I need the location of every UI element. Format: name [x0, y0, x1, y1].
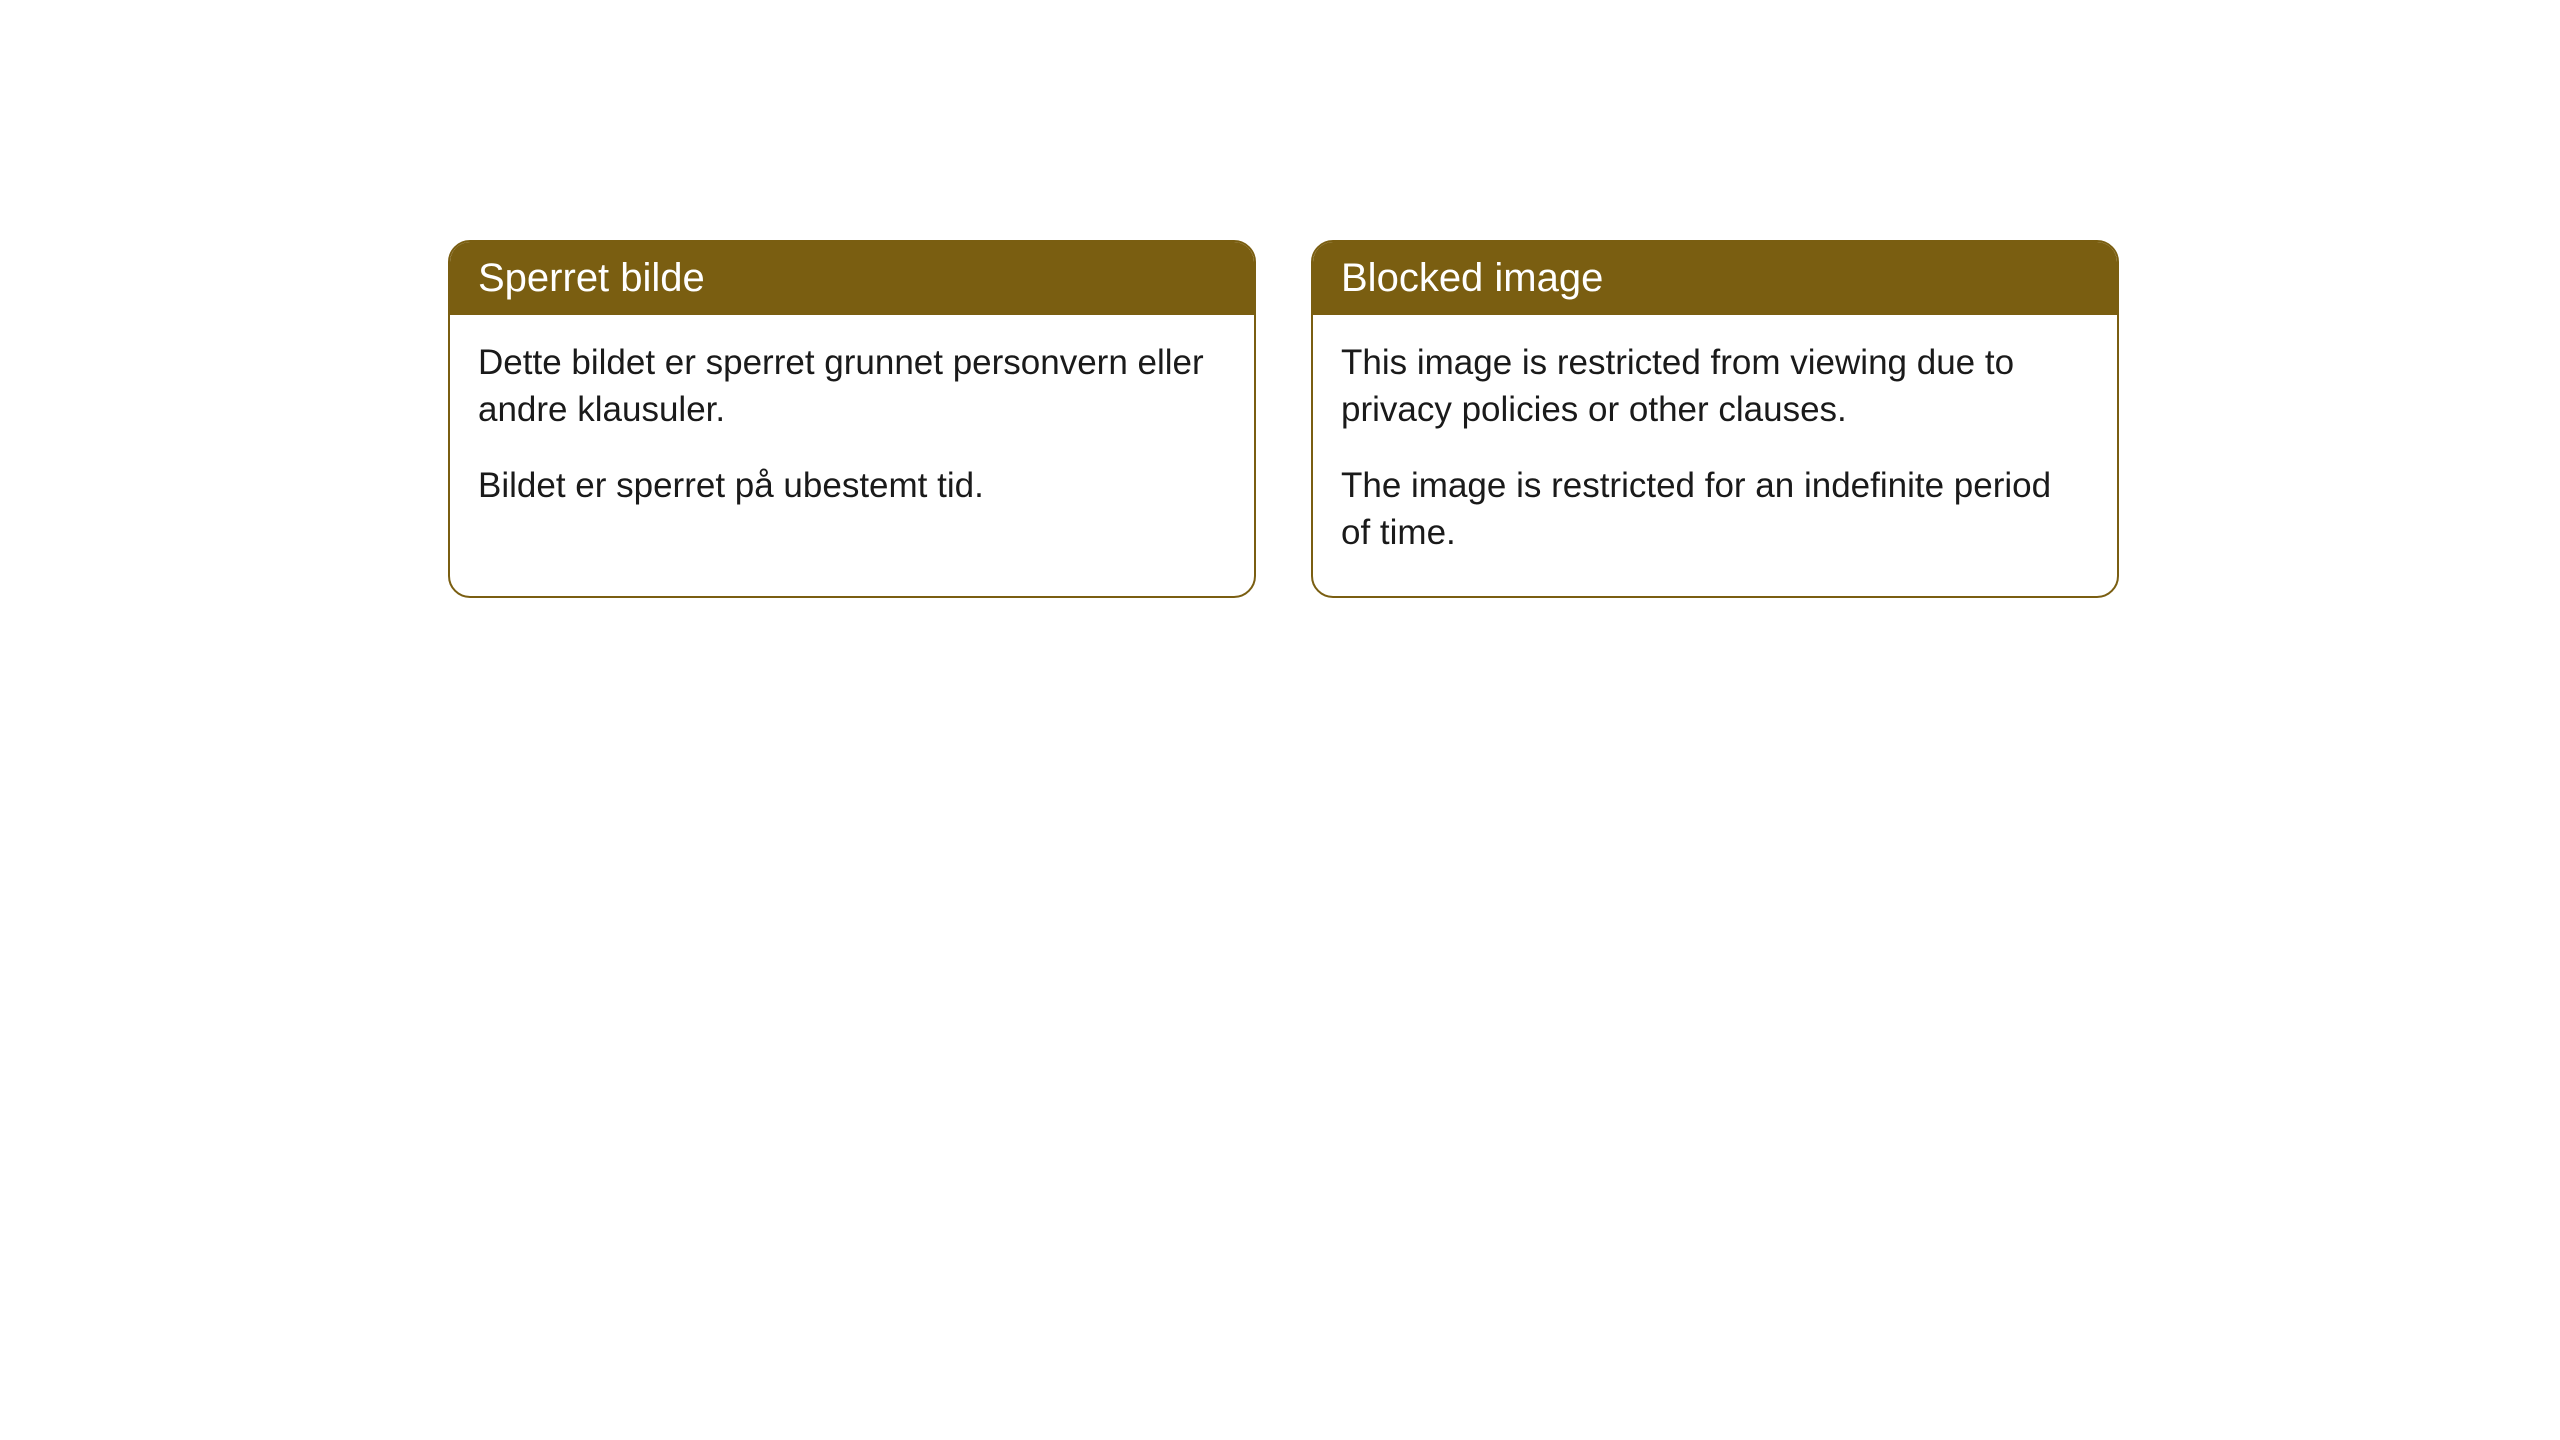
- card-paragraph-2-english: The image is restricted for an indefinit…: [1341, 462, 2089, 557]
- card-paragraph-1-norwegian: Dette bildet er sperret grunnet personve…: [478, 339, 1226, 434]
- blocked-image-card-english: Blocked image This image is restricted f…: [1311, 240, 2119, 598]
- card-paragraph-1-english: This image is restricted from viewing du…: [1341, 339, 2089, 434]
- card-title-english: Blocked image: [1313, 242, 2117, 315]
- card-body-norwegian: Dette bildet er sperret grunnet personve…: [450, 315, 1254, 549]
- notice-container: Sperret bilde Dette bildet er sperret gr…: [0, 0, 2560, 598]
- card-paragraph-2-norwegian: Bildet er sperret på ubestemt tid.: [478, 462, 1226, 509]
- card-title-norwegian: Sperret bilde: [450, 242, 1254, 315]
- blocked-image-card-norwegian: Sperret bilde Dette bildet er sperret gr…: [448, 240, 1256, 598]
- card-body-english: This image is restricted from viewing du…: [1313, 315, 2117, 596]
